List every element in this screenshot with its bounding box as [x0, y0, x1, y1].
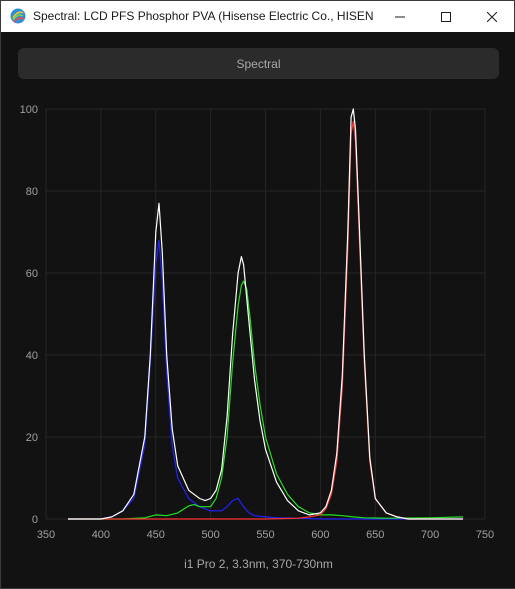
- y-tick-label: 80: [26, 186, 38, 198]
- x-tick-label: 750: [476, 529, 494, 541]
- y-tick-label: 20: [26, 432, 38, 444]
- x-tick-label: 700: [421, 529, 439, 541]
- maximize-icon: [441, 11, 451, 22]
- spectral-chart: 350 400 450 500 550 600 650 700 750 0 20 40 60 80 100: [2, 94, 515, 584]
- x-tick-label: 600: [311, 529, 329, 541]
- close-button[interactable]: [469, 1, 515, 32]
- y-tick-label: 40: [26, 350, 38, 362]
- content-area: Spectral 350 400 450 500 550 600 650 700 750 0 20 4…: [2, 32, 515, 588]
- tab-spectral[interactable]: Spectral: [18, 48, 499, 79]
- y-tick-label: 60: [26, 268, 38, 280]
- window-title: Spectral: LCD PFS Phosphor PVA (Hisense …: [33, 9, 373, 23]
- x-tick-label: 350: [37, 529, 55, 541]
- spectral-chart-svg: 350 400 450 500 550 600 650 700 750 0 20 40 60 80 100: [20, 104, 495, 541]
- title-bar[interactable]: Spectral: LCD PFS Phosphor PVA (Hisense …: [1, 1, 514, 32]
- minimize-icon: [395, 16, 405, 17]
- maximize-button[interactable]: [423, 1, 469, 32]
- series-line-1: [68, 108, 463, 520]
- y-tick-label: 0: [32, 514, 38, 526]
- app-logo-icon: [10, 8, 26, 24]
- close-icon: [487, 11, 497, 22]
- x-tick-label: 550: [256, 529, 274, 541]
- chart-caption: i1 Pro 2, 3.3nm, 370-730nm: [184, 557, 333, 571]
- x-tick-label: 450: [147, 529, 165, 541]
- y-tick-label: 100: [20, 104, 38, 116]
- x-tick-label: 650: [366, 529, 384, 541]
- minimize-button[interactable]: [377, 1, 423, 32]
- series-line-2: [68, 239, 463, 520]
- x-tick-label: 400: [92, 529, 110, 541]
- tab-spectral-label: Spectral: [236, 56, 281, 71]
- x-tick-label: 500: [201, 529, 219, 541]
